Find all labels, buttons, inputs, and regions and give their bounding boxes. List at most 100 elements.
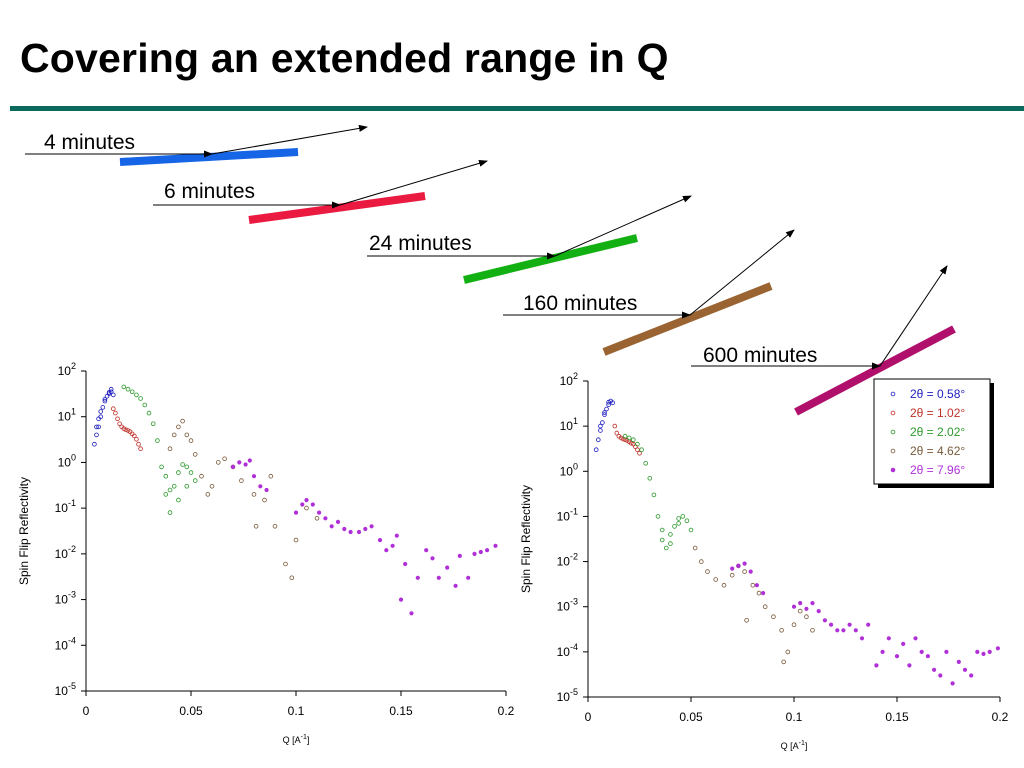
x-tick-label: 0 (585, 710, 592, 724)
y-tick-label: 100 (560, 461, 578, 478)
x-tick-label: 0 (83, 704, 90, 718)
chart-right-series-3-point (668, 541, 673, 546)
chart-right-series-4-point (744, 617, 749, 623)
chart-right-series-5-point (919, 649, 924, 655)
chart-right-series-5-point (913, 636, 918, 641)
chart-left-series-4-point (251, 492, 257, 497)
chart-right-series-5-point (730, 566, 735, 571)
chart-left-series-3-point (134, 392, 139, 398)
chart-left-series-4-point (272, 523, 278, 529)
y-tick-label: 10-2 (55, 544, 76, 561)
chart-right-series-5-point (742, 561, 747, 566)
chart-right-series-4-point (713, 577, 718, 582)
scan-label-600-minutes: 600 minutes (703, 344, 817, 367)
chart-right-series-5-point (995, 646, 1001, 651)
chart-left-series-4-point (216, 460, 221, 465)
chart-right-series-4-point (698, 559, 704, 564)
chart-right-series-4-point (750, 582, 756, 588)
chart-left-series-1-point (94, 432, 99, 438)
chart-left-series-5-point (230, 464, 236, 470)
chart-left-series-4-point (180, 418, 185, 424)
chart-right-series-3-point (676, 521, 681, 526)
scan-160-minutes: 160 minutes (503, 229, 795, 356)
chart-left-series-5-point (472, 551, 477, 557)
chart-left-series-4-point (171, 432, 177, 438)
legend-entry: 2θ = 4.62° (910, 444, 965, 458)
chart-left-series-2-point (117, 421, 122, 427)
chart-left-series-1-point (108, 386, 114, 392)
chart-right-series-5-point (816, 608, 821, 614)
chart-right-series-1-point (602, 410, 607, 415)
chart-left-series-5-point (317, 510, 322, 515)
chart-left-series-3-point (146, 410, 152, 416)
chart-left-series-1-point (108, 389, 114, 395)
chart-left-series-2-point (134, 436, 139, 442)
reflected-arrow-24-minutes (554, 195, 692, 257)
chart-right-series-5-point (859, 636, 865, 641)
chart-left-series-2-point (138, 446, 143, 452)
y-tick-label: 10-1 (55, 498, 76, 515)
chart-right-series-5-point (804, 606, 809, 611)
chart-right-series-4-point (756, 590, 762, 596)
chart-right-series-5-point (931, 667, 937, 672)
reflected-arrow-6-minutes (339, 159, 488, 206)
chart-left-series-4-point (192, 452, 198, 457)
chart-right-series-4-point (729, 572, 735, 578)
chart-left-series-5-point (304, 498, 309, 503)
chart-left-series-5-point (348, 529, 353, 535)
x-axis-label: Q [A-1] (283, 734, 310, 745)
chart-left-series-3-point (192, 478, 198, 483)
scan-label-6-minutes: 6 minutes (164, 180, 255, 203)
y-axis-label: Spin Flip Reflectivity (17, 477, 31, 585)
chart-left-series-5-point (457, 553, 462, 559)
chart-left-series-3-point (142, 402, 148, 408)
chart-left-series-5-point (251, 474, 257, 479)
chart-right-series-5-point (810, 600, 815, 606)
chart-right-series-3-point (635, 441, 640, 447)
chart-right-series-5-point (886, 636, 891, 641)
chart-left-series-3-point (167, 487, 173, 493)
chart-right-series-3-point (672, 524, 677, 529)
chart-right-series-5-point (969, 673, 974, 678)
chart-right-series-4-point (810, 627, 815, 633)
chart-right-series-4-point (785, 649, 791, 655)
chart-right-series-5-point (791, 604, 797, 609)
chart-right-series-5-point (956, 659, 961, 665)
chart-left-series-4-point (314, 515, 320, 521)
chart-left-series-5-point (430, 556, 435, 561)
x-tick-label: 0.2 (498, 704, 515, 718)
chart-right-series-3-point (663, 545, 669, 551)
chart-left-series-3-point (184, 483, 190, 489)
chart-left-series-2-point (132, 433, 137, 439)
chart-left-series-5-point (363, 526, 368, 532)
chart-left-series-5-point (329, 524, 334, 529)
chart-right-series-3-point (676, 516, 681, 521)
chart-left-series-1-point (111, 392, 116, 398)
legend-marker (890, 410, 896, 416)
chart-right-series-1-point (598, 423, 603, 429)
chart-left-series-5-point (445, 565, 450, 570)
chart-right-series-4-point (692, 545, 698, 551)
chart-right-series-5-point (950, 681, 955, 686)
chart-left-series-5-point (293, 510, 299, 515)
scan-4-minutes: 4 minutes (25, 124, 368, 166)
chart-right-series-5-point (754, 583, 760, 588)
y-tick-label: 101 (58, 407, 76, 424)
chart-right-series-4-point (705, 569, 710, 574)
x-axis-label: Q [A-1] (781, 740, 808, 751)
chart-right-series-2-point (614, 430, 620, 436)
y-tick-label: 10-2 (557, 552, 578, 569)
chart-right-series-5-point (822, 618, 828, 623)
chart-left-series-3-point (163, 473, 169, 479)
legend-entry: 2θ = 1.02° (910, 406, 965, 420)
chart-left-series-4-point (289, 575, 295, 581)
chart-right-series-1-point (604, 406, 609, 412)
chart-right-series-5-point (901, 641, 906, 647)
chart-left-series-1-point (106, 390, 112, 395)
chart-left-series-4-point (209, 483, 215, 489)
chart-left-series-4-point (253, 523, 259, 529)
x-tick-label: 0.05 (679, 710, 703, 724)
slide-title: Covering an extended range in Q (20, 35, 669, 81)
chart-left-series-5-point (342, 526, 347, 532)
chart-right-series-3-point (668, 532, 673, 537)
